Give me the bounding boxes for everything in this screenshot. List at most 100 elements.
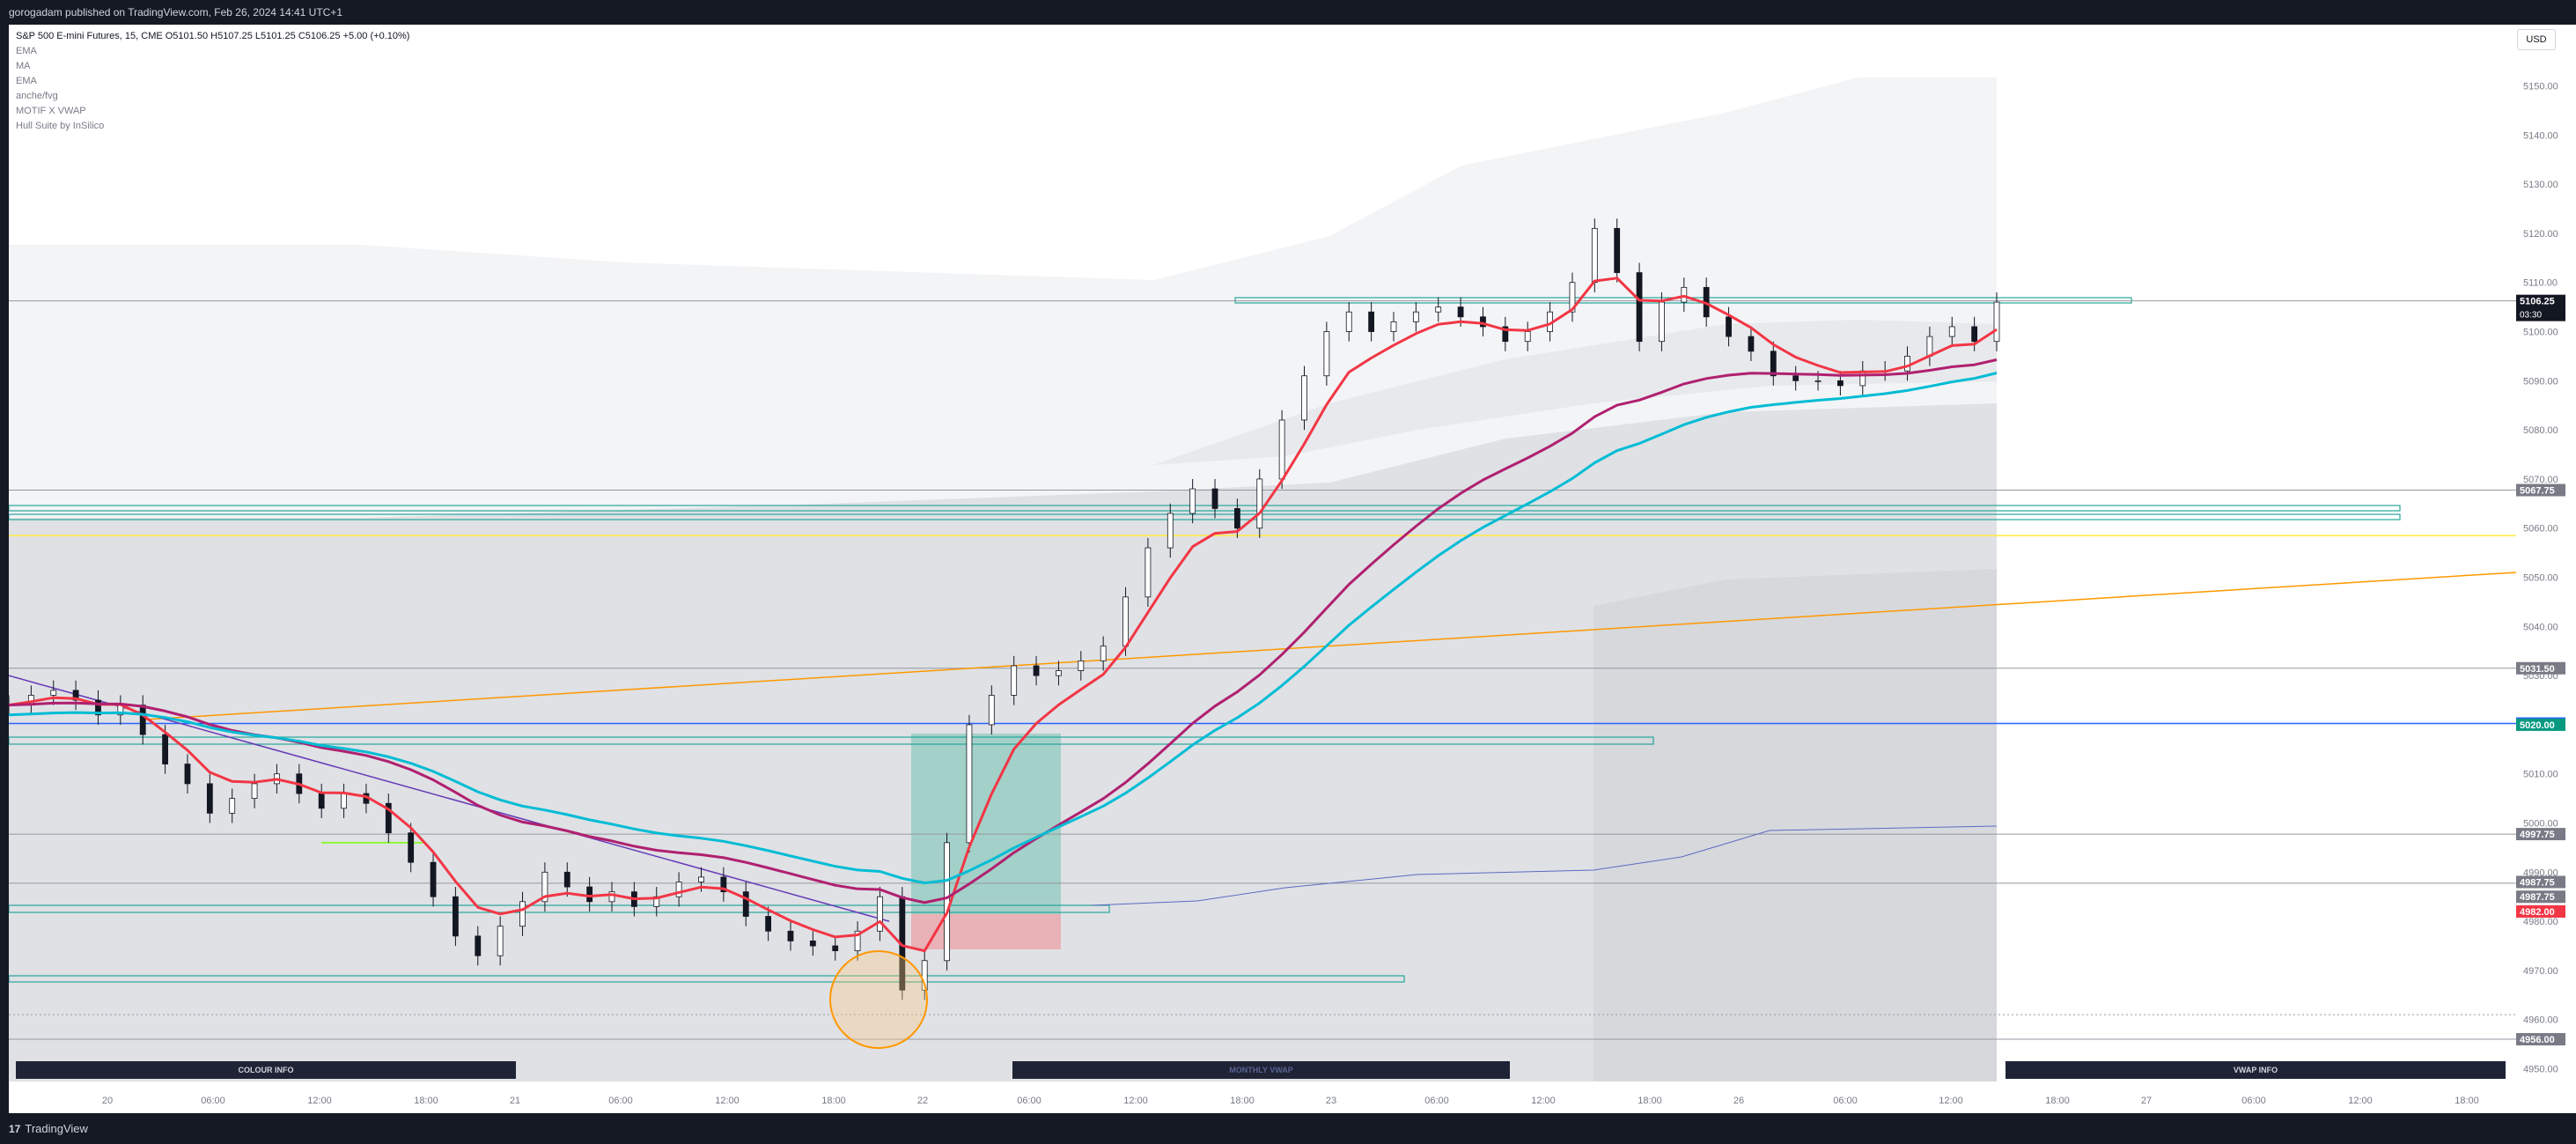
x-tick-label: 06:00	[608, 1096, 633, 1106]
y-tick-label: 5140.00	[2523, 130, 2558, 141]
x-tick-label: 06:00	[1017, 1096, 1041, 1106]
candle-body	[809, 941, 816, 947]
indicator-3[interactable]: EMA	[16, 76, 37, 86]
indicator-1[interactable]: EMA	[16, 46, 37, 56]
x-tick-label: 18:00	[414, 1096, 438, 1106]
x-tick-label: 12:00	[307, 1096, 332, 1106]
candle-body	[162, 734, 168, 764]
price-tag-label: 5031.50	[2520, 664, 2555, 675]
y-tick-label: 4980.00	[2523, 917, 2558, 927]
y-tick-label: 5080.00	[2523, 425, 2558, 436]
candle-body	[341, 793, 347, 809]
tradingview-logo-icon: 17	[9, 1122, 21, 1135]
chart-area[interactable]: 20 06:00 12:00 18:00 21 06:00 12:00 18:00 22 06:0…	[9, 25, 2516, 1113]
y-tick-label: 5010.00	[2523, 770, 2558, 780]
price-axis[interactable]: 4950.00 4960.00 4970.00 4980.00 4990.00 5000.…	[2516, 25, 2576, 1113]
colour-info-box: COLOUR INFO	[16, 1061, 516, 1079]
price-chart[interactable]: 20 06:00 12:00 18:00 21 06:00 12:00 18:00 22 06:0…	[9, 25, 2516, 1113]
y-tick-label: 5130.00	[2523, 180, 2558, 190]
chart-legend: S&P 500 E-mini Futures, 15, CME O5101.50…	[16, 29, 409, 134]
candle-body	[1569, 282, 1576, 313]
fvg-box	[9, 904, 1110, 913]
candle-body	[787, 930, 794, 941]
candle-body	[229, 798, 236, 814]
fvg-box	[9, 505, 2401, 512]
candle-body	[1033, 665, 1040, 676]
price-tag-label: 5020.00	[2520, 720, 2555, 731]
x-tick-label: 06:00	[201, 1096, 225, 1106]
indicator-2[interactable]: MA	[16, 61, 31, 71]
candle-body	[1056, 670, 1062, 676]
candle-body	[1792, 375, 1800, 381]
symbol-ohlc-line: S&P 500 E-mini Futures, 15, CME O5101.50…	[16, 31, 410, 41]
vwap-info-box: VWAP INFO	[2006, 1061, 2506, 1079]
price-tag-label: 4987.75	[2520, 877, 2555, 888]
price-tag-label: 4956.00	[2520, 1035, 2555, 1045]
candle-body	[497, 926, 504, 956]
candle-body	[50, 690, 57, 696]
price-tag	[2516, 890, 2565, 904]
y-tick-label: 4970.00	[2523, 966, 2558, 977]
y-tick-label: 5100.00	[2523, 328, 2558, 338]
x-tick-label: 06:00	[1424, 1096, 1449, 1106]
candle-body	[1904, 356, 1910, 372]
y-tick-label: 5040.00	[2523, 622, 2558, 632]
indicator-6[interactable]: Hull Suite by InSilico	[16, 121, 105, 131]
candle-body	[541, 871, 548, 903]
orange-trendline	[140, 572, 2516, 721]
x-tick-label: 18:00	[1638, 1096, 1662, 1106]
indicator-4[interactable]: anche/fvg	[16, 91, 58, 101]
candle-body	[1390, 321, 1397, 332]
candle-body	[1926, 336, 1933, 357]
price-tag-label: 4987.75	[2520, 892, 2555, 903]
candle-body	[206, 783, 213, 814]
price-tag-label: 4997.75	[2520, 830, 2555, 840]
candle-body	[1412, 311, 1419, 322]
x-tick-label: 27	[2141, 1096, 2152, 1106]
circle-annotation	[829, 950, 928, 1049]
candle-body	[608, 891, 615, 903]
tradingview-logo-text: TradingView	[25, 1122, 88, 1135]
candle-body	[765, 916, 772, 932]
candle-body	[1480, 316, 1486, 328]
y-tick-label: 5050.00	[2523, 573, 2558, 584]
candle-body	[408, 832, 415, 863]
candle-body	[1837, 380, 1844, 387]
position-profit-zone	[911, 734, 1061, 914]
vwap-upper-band	[1153, 320, 1997, 465]
candle-body	[1770, 351, 1777, 377]
x-tick-label: 20	[102, 1096, 113, 1106]
y-tick-label: 4990.00	[2523, 867, 2558, 878]
candle-body	[921, 960, 928, 991]
candle-body	[854, 930, 861, 952]
y-tick-label: 5070.00	[2523, 475, 2558, 485]
candle-body	[475, 935, 482, 956]
candle-body	[1368, 311, 1375, 332]
candle-body	[586, 886, 593, 903]
candle-body	[430, 861, 437, 897]
candle-body	[1011, 665, 1018, 696]
candle-body	[72, 690, 79, 701]
x-tick-label: 23	[1326, 1096, 1336, 1106]
candle-body	[453, 896, 459, 937]
candle-body	[1256, 478, 1263, 529]
fvg-box	[9, 736, 1654, 745]
candle-body	[1144, 547, 1152, 598]
bottom-bar	[0, 1113, 2576, 1144]
candle-body	[251, 783, 258, 800]
candle-body	[1323, 331, 1330, 377]
price-tag	[2516, 904, 2565, 918]
candle-body	[653, 896, 660, 907]
price-tag	[2516, 1033, 2565, 1046]
candle-body	[1524, 331, 1531, 343]
indicator-5[interactable]: MOTIF X VWAP	[16, 106, 86, 116]
position-loss-zone	[911, 914, 1061, 949]
x-tick-label: 06:00	[1833, 1096, 1858, 1106]
price-tag	[2516, 828, 2565, 841]
ema-cyan-line	[9, 372, 1998, 885]
candle-body	[1100, 646, 1107, 661]
candle-body	[1345, 311, 1352, 332]
currency-button[interactable]: USD	[2517, 29, 2556, 50]
y-tick-label: 4950.00	[2523, 1065, 2558, 1075]
tradingview-logo[interactable]: 17 TradingView	[9, 1122, 88, 1135]
